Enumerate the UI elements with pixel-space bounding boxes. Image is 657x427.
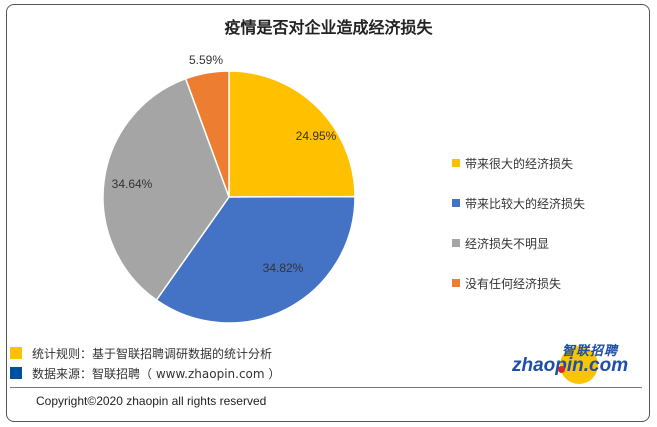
legend-label: 经济损失不明显: [465, 236, 550, 251]
legend-label: 没有任何经济损失: [465, 276, 562, 291]
notes: 统计规则：基于智联招聘调研数据的统计分析 数据来源：智联招聘（ www.zhao…: [10, 343, 280, 383]
legend-item: 带来很大的经济损失: [452, 143, 585, 183]
legend-swatch-icon: [452, 199, 460, 207]
legend-item: 经济损失不明显: [452, 223, 585, 263]
copyright: Copyright©2020 zhaopin all rights reserv…: [36, 394, 267, 408]
logo-dot-icon: [558, 366, 565, 373]
legend-label: 带来很大的经济损失: [465, 156, 574, 171]
slice-label: 24.95%: [296, 129, 337, 143]
pie-slice: [184, 70, 230, 198]
chart-title: 疫情是否对企业造成经济损失: [224, 18, 433, 37]
note-rule: 统计规则：基于智联招聘调研数据的统计分析: [10, 343, 280, 363]
note-source: 数据来源：智联招聘（ www.zhaopin.com ）: [10, 363, 280, 383]
chart-frame: [6, 4, 650, 422]
legend-item: 带来比较大的经济损失: [452, 183, 585, 223]
square-icon: [10, 367, 22, 379]
pie-slice: [228, 70, 356, 198]
legend-swatch-icon: [452, 159, 460, 167]
legend-swatch-icon: [452, 279, 460, 287]
pie-slice: [102, 77, 230, 302]
legend: 带来很大的经济损失 带来比较大的经济损失 经济损失不明显 没有任何经济损失: [452, 143, 585, 303]
slice-label: 5.59%: [189, 53, 223, 67]
slice-label: 34.82%: [263, 261, 304, 275]
note-rule-text: 统计规则：基于智联招聘调研数据的统计分析: [32, 346, 273, 361]
logo-circle-icon: [560, 346, 598, 384]
note-source-text: 数据来源：智联招聘（ www.zhaopin.com ）: [32, 366, 281, 381]
legend-item: 没有任何经济损失: [452, 263, 585, 303]
square-icon: [10, 347, 22, 359]
logo-cn: 智联招聘: [562, 344, 619, 359]
slice-label: 34.64%: [112, 177, 153, 191]
divider: [10, 387, 642, 388]
logo-en: zhaopin.com: [512, 355, 629, 376]
pie-slice: [155, 195, 356, 324]
zhaopin-logo: 智联招聘 zhaopin.com: [512, 340, 642, 384]
legend-swatch-icon: [452, 239, 460, 247]
legend-label: 带来比较大的经济损失: [465, 196, 586, 211]
